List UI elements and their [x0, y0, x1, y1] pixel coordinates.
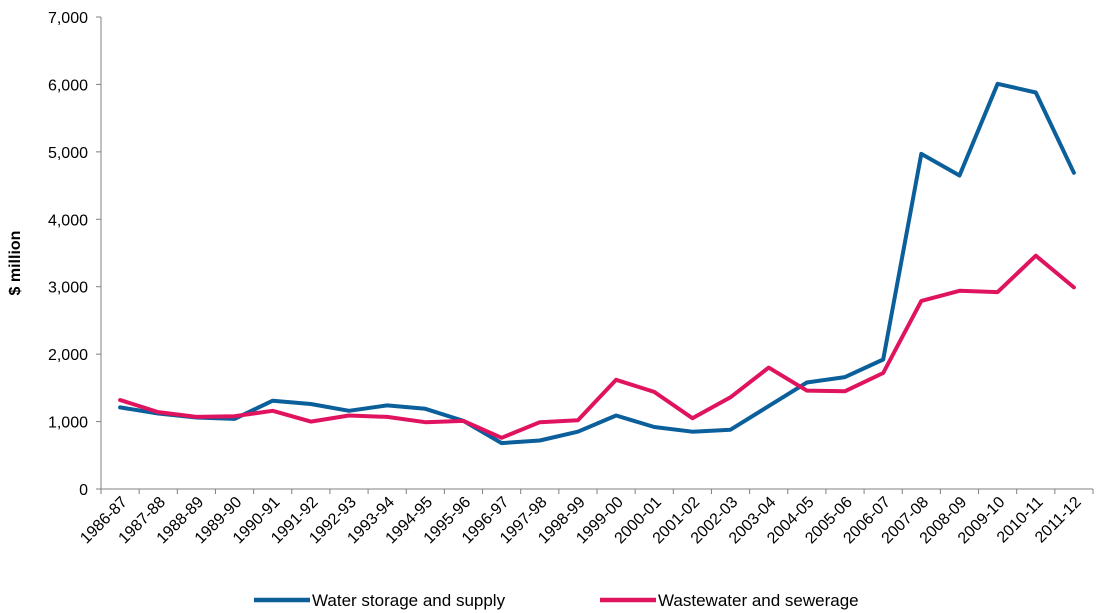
y-tick-label: 2,000: [48, 347, 88, 364]
y-tick-label: 4,000: [48, 212, 88, 229]
series-layer: [118, 81, 1076, 446]
legend-label-1: Wastewater and sewerage: [658, 591, 859, 610]
legend-label-0: Water storage and supply: [312, 591, 506, 610]
y-tick-label: 5,000: [48, 145, 88, 162]
series-line-0: [118, 81, 1076, 446]
y-tick-label: 3,000: [48, 280, 88, 297]
y-tick-label: 7,000: [48, 10, 88, 27]
y-axis-title: $ million: [7, 231, 24, 296]
y-tick-label: 0: [79, 482, 88, 499]
legend: Water storage and supply Wastewater and s…: [254, 591, 859, 610]
series-line-1: [118, 253, 1076, 440]
y-tick-label: 1,000: [48, 415, 88, 432]
x-axis: 1986-871987-881988-891989-901990-911991-…: [77, 488, 1094, 547]
y-tick-label: 6,000: [48, 77, 88, 94]
y-axis: 0 1,000 2,000 3,000 4,000 5,000 6,000 7,000: [48, 10, 102, 499]
